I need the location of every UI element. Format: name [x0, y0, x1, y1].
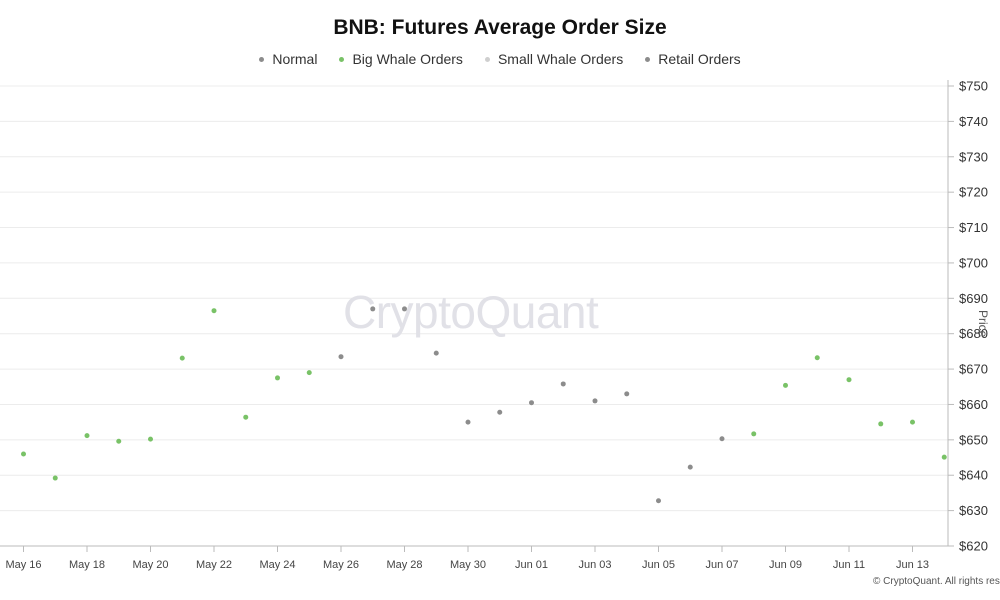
x-tick-label: Jun 05 [642, 559, 675, 571]
data-point [529, 400, 534, 406]
y-tick-label: $640 [959, 468, 988, 483]
data-point [941, 454, 947, 460]
x-tick-label: May 30 [450, 559, 486, 571]
data-point [338, 354, 344, 360]
x-tick-label: Jun 09 [769, 559, 802, 571]
data-point [687, 464, 693, 470]
data-point [719, 436, 725, 442]
data-point [306, 370, 312, 376]
x-tick-label: Jun 01 [515, 559, 548, 571]
y-tick-label: $710 [959, 220, 988, 235]
chart-legend: Normal Big Whale Orders Small Whale Orders… [0, 51, 1000, 67]
y-tick-label: $660 [959, 397, 988, 412]
data-point [783, 382, 788, 388]
legend-label: Big Whale Orders [352, 51, 463, 67]
y-tick-label: $650 [959, 432, 988, 447]
y-tick-label: $690 [959, 291, 988, 306]
legend-marker-icon [339, 56, 345, 62]
data-point [656, 498, 661, 504]
x-tick-label: May 20 [132, 559, 168, 571]
x-tick-label: May 16 [5, 559, 41, 571]
data-point [52, 475, 58, 481]
legend-label: Retail Orders [658, 51, 741, 67]
legend-item[interactable]: Small Whale Orders [484, 51, 624, 67]
x-tick-label: May 26 [323, 559, 359, 571]
watermark-logo: CryptoQuant [343, 286, 599, 338]
copyright-text: © CryptoQuant. All rights reserved [873, 576, 1000, 587]
y-tick-label: $630 [959, 503, 988, 518]
grid-lines [0, 85, 948, 512]
legend-item[interactable]: Normal [259, 51, 317, 67]
x-tick-label: Jun 03 [578, 559, 611, 571]
legend-label: Normal [272, 51, 318, 67]
legend-label: Small Whale Orders [497, 51, 624, 67]
data-point [211, 308, 217, 314]
x-axis-ticks: May 16 May 18 May 20 May 22 May 24 May 26 May … [5, 546, 929, 571]
data-point [433, 350, 439, 356]
y-tick-label: $730 [959, 149, 988, 164]
x-tick-label: Jun 11 [833, 559, 865, 571]
y-tick-label: $740 [959, 114, 988, 129]
data-point [497, 409, 503, 415]
y-tick-label: $720 [959, 185, 988, 200]
data-point [751, 431, 757, 437]
x-tick-label: May 22 [196, 559, 232, 571]
data-point [243, 414, 249, 420]
data-point [465, 419, 471, 425]
y-tick-label: $680 [959, 326, 988, 341]
data-point [148, 436, 153, 442]
legend-item[interactable]: Big Whale Orders [339, 51, 463, 67]
legend-item[interactable]: Retail Orders [645, 51, 741, 67]
data-point [814, 355, 820, 361]
data-point [116, 438, 122, 444]
data-point [910, 419, 915, 425]
data-point [275, 375, 280, 381]
data-point [878, 421, 884, 427]
data-point [560, 381, 566, 387]
y-axis-ticks: $620 $630 $640 $650 $660 $670 $680 $690 $700 $710… [948, 79, 988, 554]
y-tick-label: $670 [959, 362, 988, 377]
y-tick-label: $620 [959, 539, 988, 554]
legend-marker-icon [259, 56, 265, 62]
chart-title: BNB: Futures Average Order Size [333, 16, 667, 39]
y-axis-label: Price [976, 310, 990, 338]
data-point [84, 433, 90, 439]
data-points [21, 306, 947, 504]
data-point [21, 451, 26, 457]
data-point [179, 355, 185, 361]
y-tick-label: $750 [959, 79, 988, 94]
legend-marker-icon [484, 56, 490, 62]
data-point [402, 306, 407, 312]
x-tick-label: May 18 [69, 559, 105, 571]
data-point [592, 398, 598, 404]
legend-marker-icon [645, 56, 651, 62]
x-tick-label: May 28 [386, 559, 422, 571]
data-point [370, 306, 376, 312]
x-tick-label: May 24 [259, 559, 295, 571]
data-point [846, 377, 852, 383]
data-point [624, 391, 630, 397]
axes [0, 80, 949, 547]
x-tick-label: Jun 07 [705, 559, 738, 571]
x-tick-label: Jun 13 [896, 559, 929, 571]
y-tick-label: $700 [959, 255, 988, 270]
